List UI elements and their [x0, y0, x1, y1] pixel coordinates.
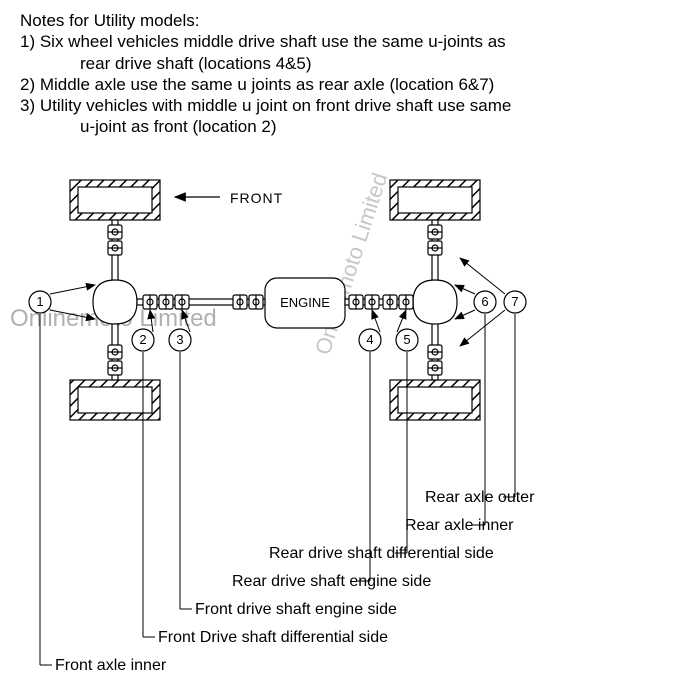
svg-text:3: 3: [176, 332, 183, 347]
callout-2: Front Drive shaft differential side: [158, 629, 388, 647]
diagram-container: Notes for Utility models: 1) Six wheel v…: [0, 0, 700, 700]
svg-text:ENGINE: ENGINE: [280, 295, 330, 310]
svg-text:6: 6: [481, 294, 488, 309]
callout-1: Front axle inner: [55, 657, 166, 675]
callout-6: Rear axle inner: [405, 517, 514, 535]
svg-text:5: 5: [403, 332, 410, 347]
schematic-svg: ENGINE 1 2 3 4 5 6 7: [0, 0, 700, 700]
callout-3: Front drive shaft engine side: [195, 601, 397, 619]
svg-text:1: 1: [36, 294, 43, 309]
front-label: FRONT: [230, 190, 283, 206]
svg-text:4: 4: [366, 332, 373, 347]
callout-5: Rear drive shaft differential side: [269, 545, 494, 563]
callout-4: Rear drive shaft engine side: [232, 573, 431, 591]
svg-text:2: 2: [139, 332, 146, 347]
svg-text:7: 7: [511, 294, 518, 309]
callout-7: Rear axle outer: [425, 489, 534, 507]
